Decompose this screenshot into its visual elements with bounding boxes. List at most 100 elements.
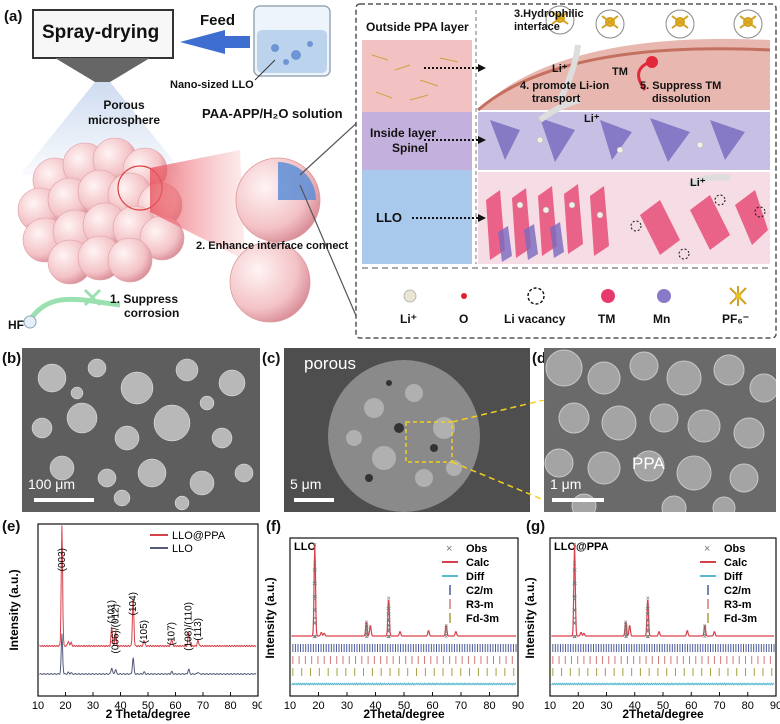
obs-marker: × (624, 626, 628, 633)
obs-marker: × (386, 617, 390, 624)
panel-g-label: (g) (526, 518, 546, 535)
obs-marker: × (645, 623, 649, 630)
obs-marker: × (646, 623, 650, 630)
obs-marker: × (624, 622, 628, 629)
obs-marker: × (386, 628, 390, 635)
obs-marker: × (646, 634, 650, 641)
suppress-corrosion-label-1: 1. Suppress (110, 292, 179, 306)
obs-marker: × (387, 623, 391, 630)
obs-marker: × (573, 634, 577, 641)
obs-marker: × (313, 568, 317, 575)
legend-mn-symbol (657, 289, 671, 303)
li-plus-label-2: Li⁺ (584, 113, 600, 125)
legend-entry-label: Fd-3m (724, 613, 757, 625)
obs-marker: × (313, 594, 317, 601)
obs-marker: × (387, 626, 391, 633)
f-calc-line (291, 543, 516, 637)
obs-marker: × (387, 634, 391, 641)
chart-g-sample: LLO@PPA (554, 541, 609, 553)
series-llo-line (39, 633, 257, 676)
tm-ion (646, 56, 658, 68)
obs-marker: × (703, 625, 707, 632)
x-tick-label: 10 (32, 700, 44, 712)
sem-image-c: 5 μm porous (284, 348, 530, 512)
peak-label: (108)/(110) (184, 602, 195, 651)
feed-arrow (180, 30, 250, 54)
obs-marker: × (444, 630, 448, 637)
obs-marker: × (444, 625, 448, 632)
x-tick-label: 40 (369, 700, 381, 712)
x-tick-label: 50 (657, 700, 669, 712)
x-tick-label: 10 (544, 700, 556, 712)
promote-label-2: transport (532, 93, 581, 105)
microsphere-cluster (17, 137, 185, 285)
panel-e-label: (e) (2, 518, 21, 535)
promote-label-1: 4. promote Li-ion (520, 80, 610, 92)
legend-e-llo-ppa: LLO@PPA (172, 530, 226, 542)
obs-marker: × (703, 632, 707, 639)
x-tick-label: 30 (600, 700, 612, 712)
obs-marker: × (573, 560, 577, 567)
chart-f: LLO 10 20 30 40 50 60 70 80 90 ×××××××××××××××××… (263, 537, 524, 721)
chart-g-xlabel: 2Theta/degree (622, 707, 704, 721)
legend-li-symbol (403, 289, 417, 303)
obs-marker: × (573, 568, 577, 575)
obs-marker: × (365, 634, 369, 641)
obs-marker: × (365, 623, 369, 630)
obs-marker: × (313, 597, 317, 604)
obs-marker: × (646, 606, 650, 613)
x-tick-label: 30 (341, 700, 353, 712)
obs-marker: × (313, 621, 317, 628)
feed-label: Feed (200, 12, 236, 29)
obs-marker: × (646, 612, 650, 619)
x-tick-label: 40 (114, 700, 126, 712)
obs-marker: × (365, 626, 369, 633)
obs-marker: × (645, 606, 649, 613)
obs-marker: × (387, 612, 391, 619)
obs-marker: × (313, 542, 317, 549)
peak-label: (104) (128, 592, 139, 615)
x-tick-label: 90 (512, 700, 524, 712)
obs-marker: × (387, 611, 391, 618)
legend-entry-label: R3-m (466, 599, 494, 611)
chart-f-ylabel: Intensity (a.u.) (263, 577, 277, 658)
hf-arrow (27, 296, 121, 322)
x-tick-label: 20 (312, 700, 324, 712)
obs-marker: × (646, 626, 650, 633)
legend-entry-label: R3-m (724, 599, 752, 611)
legend-entry-label: Calc (724, 557, 747, 569)
obs-marker: × (703, 623, 707, 630)
panel-f-label: (f) (266, 518, 281, 535)
x-tick-label: 50 (398, 700, 410, 712)
panel-a-schematic (17, 3, 777, 339)
peak-label: (003) (57, 548, 68, 571)
obs-marker: × (313, 560, 317, 567)
obs-marker: × (313, 616, 317, 623)
obs-marker: × (312, 621, 316, 628)
inside-layer-label-2: Spinel (392, 141, 429, 155)
x-tick-label: 50 (142, 700, 154, 712)
obs-marker: × (387, 606, 391, 613)
obs-marker: × (573, 634, 577, 641)
peak-label: (105) (139, 620, 150, 643)
obs-marker: × (365, 628, 369, 635)
x-tick-label: 70 (455, 700, 467, 712)
obs-marker: × (703, 627, 707, 634)
peak-label: (107) (167, 622, 178, 645)
obs-marker: × (646, 617, 650, 624)
obs-marker: × (624, 625, 628, 632)
spray-nozzle (55, 58, 150, 82)
obs-marker: × (645, 617, 649, 624)
x-tick-label: 90 (252, 700, 262, 712)
legend-o-symbol (461, 293, 467, 299)
series-llo-ppa-line (39, 525, 257, 648)
scale-b: 100 μm (28, 476, 75, 492)
peak-label: (113) (193, 618, 204, 641)
obs-marker: × (624, 628, 628, 635)
hf-label: HF (8, 318, 24, 332)
panel-a-label: (a) (4, 8, 23, 25)
legend-vacancy-symbol (527, 287, 545, 305)
chart-g: LLO@PPA 10 20 30 40 50 60 70 80 90 ×××××××××××××… (523, 537, 780, 721)
peak-label: (101) (107, 600, 118, 623)
obs-marker: × (387, 619, 391, 626)
